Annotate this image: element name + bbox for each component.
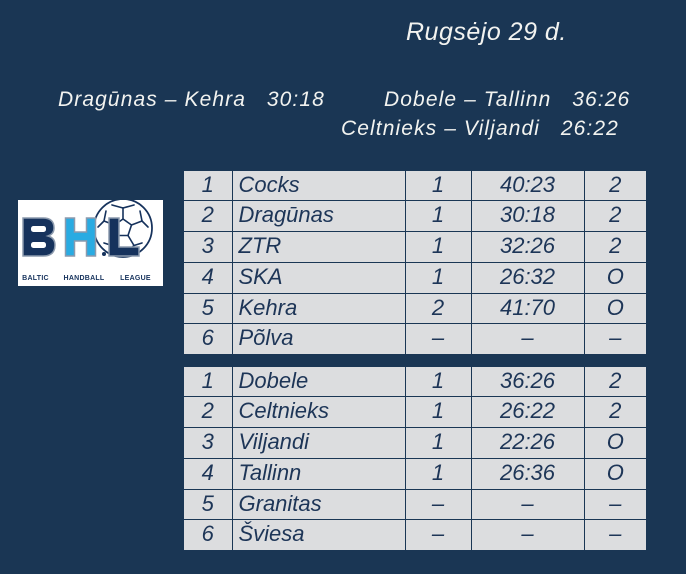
svg-text:HANDBALL: HANDBALL: [64, 275, 105, 282]
svg-text:BALTIC: BALTIC: [22, 275, 49, 282]
svg-text:LEAGUE: LEAGUE: [120, 275, 151, 282]
